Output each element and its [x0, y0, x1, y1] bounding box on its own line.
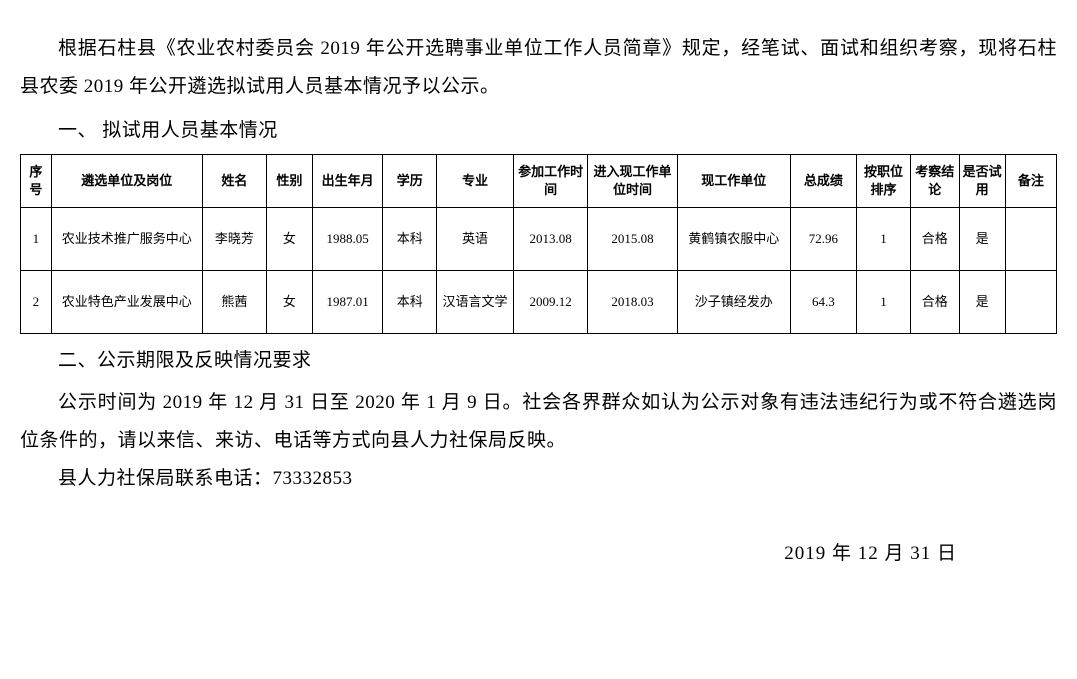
th-name: 姓名	[202, 155, 266, 208]
cell-rank: 1	[857, 208, 911, 271]
contact-paragraph: 县人力社保局联系电话：73332853	[20, 460, 1057, 498]
cell-cur-unit: 黄鹤镇农服中心	[677, 208, 790, 271]
table-header-row: 序号 遴选单位及岗位 姓名 性别 出生年月 学历 专业 参加工作时间 进入现工作…	[21, 155, 1057, 208]
cell-unit-time: 2015.08	[588, 208, 678, 271]
personnel-table: 序号 遴选单位及岗位 姓名 性别 出生年月 学历 专业 参加工作时间 进入现工作…	[20, 154, 1057, 334]
th-position: 遴选单位及岗位	[51, 155, 202, 208]
cell-seq: 1	[21, 208, 52, 271]
th-edu: 学历	[383, 155, 437, 208]
th-exam: 考察结论	[910, 155, 959, 208]
intro-paragraph: 根据石柱县《农业农村委员会 2019 年公开选聘事业单位工作人员简章》规定，经笔…	[20, 30, 1057, 106]
cell-unit-time: 2018.03	[588, 271, 678, 334]
cell-remark	[1005, 208, 1056, 271]
th-birth: 出生年月	[312, 155, 382, 208]
cell-edu: 本科	[383, 271, 437, 334]
th-remark: 备注	[1005, 155, 1056, 208]
cell-cur-unit: 沙子镇经发办	[677, 271, 790, 334]
cell-trial: 是	[959, 271, 1005, 334]
th-gender: 性别	[266, 155, 312, 208]
cell-exam: 合格	[910, 208, 959, 271]
cell-name: 熊茜	[202, 271, 266, 334]
cell-edu: 本科	[383, 208, 437, 271]
table-row: 1 农业技术推广服务中心 李晓芳 女 1988.05 本科 英语 2013.08…	[21, 208, 1057, 271]
table-row: 2 农业特色产业发展中心 熊茜 女 1987.01 本科 汉语言文学 2009.…	[21, 271, 1057, 334]
notice-paragraph: 公示时间为 2019 年 12 月 31 日至 2020 年 1 月 9 日。社…	[20, 384, 1057, 460]
section-heading-2: 二、公示期限及反映情况要求	[20, 342, 1057, 380]
cell-gender: 女	[266, 271, 312, 334]
cell-score: 64.3	[790, 271, 857, 334]
cell-seq: 2	[21, 271, 52, 334]
th-score: 总成绩	[790, 155, 857, 208]
cell-gender: 女	[266, 208, 312, 271]
th-rank: 按职位排序	[857, 155, 911, 208]
th-trial: 是否试用	[959, 155, 1005, 208]
cell-name: 李晓芳	[202, 208, 266, 271]
section-heading-1: 一、 拟试用人员基本情况	[20, 112, 1057, 150]
cell-rank: 1	[857, 271, 911, 334]
cell-exam: 合格	[910, 271, 959, 334]
th-cur-unit: 现工作单位	[677, 155, 790, 208]
cell-birth: 1988.05	[312, 208, 382, 271]
cell-major: 汉语言文学	[437, 271, 514, 334]
cell-position: 农业技术推广服务中心	[51, 208, 202, 271]
cell-work-time: 2009.12	[513, 271, 587, 334]
cell-position: 农业特色产业发展中心	[51, 271, 202, 334]
cell-work-time: 2013.08	[513, 208, 587, 271]
cell-birth: 1987.01	[312, 271, 382, 334]
cell-remark	[1005, 271, 1056, 334]
cell-major: 英语	[437, 208, 514, 271]
th-major: 专业	[437, 155, 514, 208]
cell-trial: 是	[959, 208, 1005, 271]
date-line: 2019 年 12 月 31 日	[20, 538, 1057, 565]
th-unit-time: 进入现工作单位时间	[588, 155, 678, 208]
th-seq: 序号	[21, 155, 52, 208]
cell-score: 72.96	[790, 208, 857, 271]
th-work-time: 参加工作时间	[513, 155, 587, 208]
